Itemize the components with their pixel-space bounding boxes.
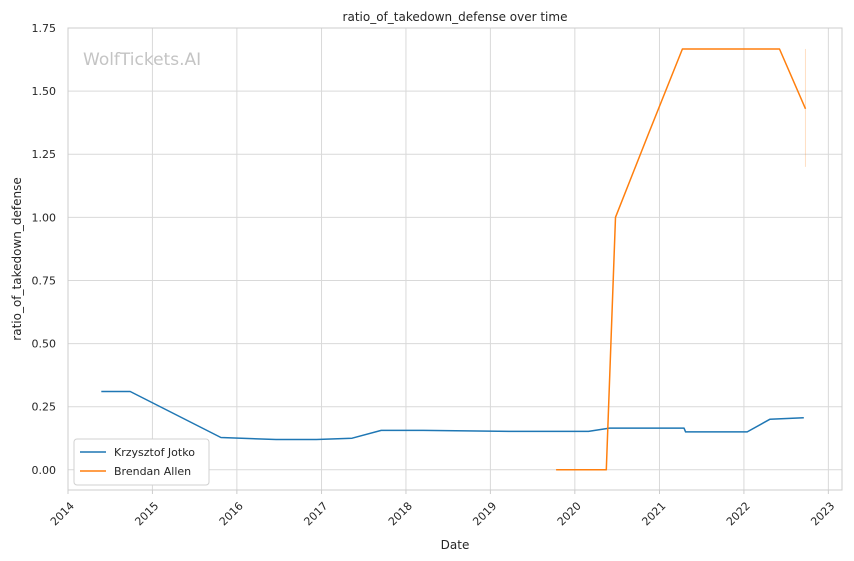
y-tick-label: 1.25 [32,148,57,161]
y-tick-label: 1.00 [32,211,57,224]
y-axis-title: ratio_of_takedown_defense [10,177,24,340]
y-tick-label: 0.75 [32,274,57,287]
watermark: WolfTickets.AI [83,50,201,70]
legend-label-krzysztof-jotko: Krzysztof Jotko [114,446,195,459]
y-tick-label: 0.25 [32,401,57,414]
y-tick-label: 1.50 [32,85,57,98]
chart-title: ratio_of_takedown_defense over time [343,10,568,24]
y-axis: 0.00 0.25 0.50 0.75 1.00 1.25 1.50 1.75 [32,22,57,477]
series-line-krzysztof-jotko [101,390,804,441]
series-line-brendan-allen [556,48,807,471]
series-layer [101,48,807,471]
y-tick-label: 0.00 [32,464,57,477]
legend: Krzysztof Jotko Brendan Allen [73,438,210,486]
legend-label-brendan-allen: Brendan Allen [114,465,191,478]
plot-frame [67,27,843,491]
y-tick-label: 0.50 [32,338,57,351]
y-tick-label: 1.75 [32,22,57,35]
legend-box [73,438,210,486]
x-axis-title: Date [441,538,470,552]
